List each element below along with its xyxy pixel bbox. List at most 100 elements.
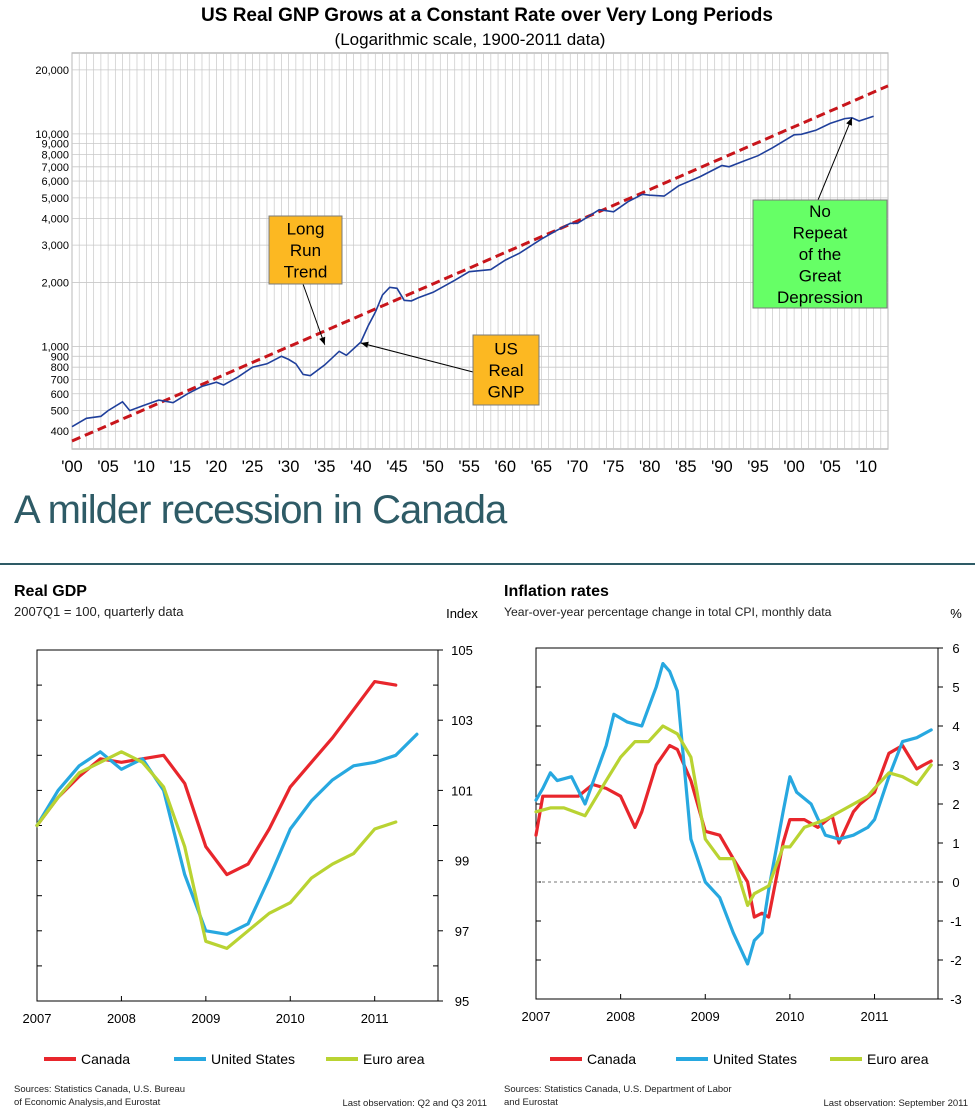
x-tick-label: '15 bbox=[170, 458, 192, 476]
y-axis-unit: % bbox=[950, 606, 962, 621]
x-tick-label: '75 bbox=[603, 458, 625, 476]
x-tick-label: 2010 bbox=[775, 1009, 804, 1024]
y-tick-label: 2,000 bbox=[41, 278, 69, 290]
legend-label-united-states: United States bbox=[713, 1051, 797, 1067]
annotation-text-us-real-gnp: Real bbox=[489, 361, 524, 380]
legend-label-euro-area: Euro area bbox=[867, 1051, 929, 1067]
sources-note: Sources: Statistics Canada, U.S. Departm… bbox=[504, 1084, 732, 1095]
y-tick-label: 6 bbox=[952, 641, 959, 656]
y-tick-label: 99 bbox=[455, 854, 469, 869]
series-line-euro-area bbox=[534, 724, 933, 907]
y-axis-unit: Index bbox=[446, 606, 478, 621]
x-tick-label: '05 bbox=[819, 458, 841, 476]
annotation-arrowhead-no-repeat bbox=[846, 117, 852, 126]
chart-title: US Real GNP Grows at a Constant Rate ove… bbox=[201, 5, 773, 26]
y-tick-label: 10,000 bbox=[35, 129, 69, 141]
chart-title: Real GDP bbox=[14, 583, 87, 600]
x-tick-label: '05 bbox=[97, 458, 119, 476]
x-tick-label: '90 bbox=[711, 458, 733, 476]
y-tick-label: 9,000 bbox=[41, 139, 69, 151]
x-tick-label: 2008 bbox=[107, 1011, 136, 1026]
y-tick-label: 400 bbox=[51, 426, 69, 438]
y-tick-label: 700 bbox=[51, 375, 69, 387]
annotation-box-long-run-trend bbox=[268, 215, 343, 285]
y-tick-label: 5 bbox=[952, 680, 959, 695]
series-line-us-real-gnp bbox=[71, 115, 874, 428]
chart-title: Inflation rates bbox=[504, 583, 609, 600]
legend-label-united-states: United States bbox=[211, 1051, 295, 1067]
x-tick-label: '30 bbox=[278, 458, 300, 476]
x-tick-label: '10 bbox=[856, 458, 878, 476]
y-tick-label: 101 bbox=[451, 783, 473, 798]
y-tick-label: 8,000 bbox=[41, 149, 69, 161]
annotation-text-long-run-trend: Long bbox=[287, 220, 325, 239]
x-tick-label: 2009 bbox=[691, 1009, 720, 1024]
annotation-text-long-run-trend: Trend bbox=[284, 263, 328, 282]
annotation-arrow-long-run-trend bbox=[302, 283, 326, 345]
x-tick-label: '70 bbox=[567, 458, 589, 476]
chart-subtitle: Year-over-year percentage change in tota… bbox=[504, 605, 832, 619]
y-tick-label: 1 bbox=[952, 836, 959, 851]
annotation-arrowhead-us-real-gnp bbox=[360, 341, 369, 348]
y-tick-label: 5,000 bbox=[41, 193, 69, 205]
annotation-box-no-repeat bbox=[752, 199, 888, 309]
x-tick-label: '00 bbox=[783, 458, 805, 476]
series-line-euro-area bbox=[35, 750, 398, 950]
annotation-text-no-repeat: Depression bbox=[777, 288, 863, 307]
y-tick-label: 4 bbox=[952, 719, 959, 734]
x-tick-label: '65 bbox=[531, 458, 553, 476]
y-tick-label: -2 bbox=[950, 953, 962, 968]
y-tick-label: 600 bbox=[51, 389, 69, 401]
x-tick-label: 2011 bbox=[861, 1009, 889, 1024]
slide-divider bbox=[0, 563, 975, 565]
annotation-arrow-no-repeat bbox=[817, 117, 853, 201]
chart-subtitle: (Logarithmic scale, 1900-2011 data) bbox=[335, 30, 606, 49]
plot-frame bbox=[535, 647, 939, 1000]
x-tick-label: '25 bbox=[242, 458, 264, 476]
x-tick-label: 2011 bbox=[361, 1011, 389, 1026]
y-tick-label: 1,000 bbox=[41, 342, 69, 354]
annotation-arrow-us-real-gnp bbox=[360, 342, 474, 373]
y-tick-label: 95 bbox=[455, 994, 469, 1009]
plot-frame bbox=[36, 649, 439, 1002]
x-tick-label: '10 bbox=[133, 458, 155, 476]
x-tick-label: 2009 bbox=[191, 1011, 220, 1026]
x-tick-label: '40 bbox=[350, 458, 372, 476]
chart-subtitle: 2007Q1 = 100, quarterly data bbox=[14, 604, 184, 619]
x-tick-label: '55 bbox=[458, 458, 480, 476]
series-line-long-run-trend bbox=[71, 84, 889, 443]
annotation-text-long-run-trend: Run bbox=[290, 241, 321, 260]
slide-title: A milder recession in Canada bbox=[14, 488, 507, 532]
annotation-text-us-real-gnp: US bbox=[494, 340, 518, 359]
y-tick-label: 2 bbox=[952, 797, 959, 812]
x-tick-label: '95 bbox=[747, 458, 769, 476]
legend-label-euro-area: Euro area bbox=[363, 1051, 425, 1067]
x-tick-label: '45 bbox=[386, 458, 408, 476]
x-tick-label: 2007 bbox=[23, 1011, 52, 1026]
legend-label-canada: Canada bbox=[81, 1051, 130, 1067]
x-tick-label: '20 bbox=[206, 458, 228, 476]
y-tick-label: 7,000 bbox=[41, 162, 69, 174]
annotation-text-no-repeat: Great bbox=[799, 267, 842, 286]
annotation-arrowhead-long-run-trend bbox=[319, 336, 326, 345]
y-tick-label: 103 bbox=[451, 713, 473, 728]
y-tick-label: 97 bbox=[455, 924, 469, 939]
annotation-box-us-real-gnp bbox=[472, 334, 540, 406]
x-tick-label: '85 bbox=[675, 458, 697, 476]
x-tick-label: '35 bbox=[314, 458, 336, 476]
x-tick-label: 2008 bbox=[606, 1009, 635, 1024]
y-tick-label: 20,000 bbox=[35, 65, 69, 77]
last-observation-note: Last observation: September 2011 bbox=[823, 1098, 968, 1109]
y-tick-label: 500 bbox=[51, 406, 69, 418]
y-tick-label: 800 bbox=[51, 362, 69, 374]
annotation-text-no-repeat: No bbox=[809, 202, 831, 221]
sources-note: and Eurostat bbox=[504, 1097, 558, 1108]
annotation-text-no-repeat: of the bbox=[799, 245, 842, 264]
gnp-chart: US Real GNP Grows at a Constant Rate ove… bbox=[35, 5, 889, 476]
y-tick-label: 900 bbox=[51, 351, 69, 363]
sources-note: Sources: Statistics Canada, U.S. Bureau bbox=[14, 1084, 185, 1095]
y-tick-label: 4,000 bbox=[41, 214, 69, 226]
x-tick-label: 2007 bbox=[522, 1009, 551, 1024]
x-tick-label: '00 bbox=[61, 458, 83, 476]
last-observation-note: Last observation: Q2 and Q3 2011 bbox=[342, 1098, 487, 1109]
